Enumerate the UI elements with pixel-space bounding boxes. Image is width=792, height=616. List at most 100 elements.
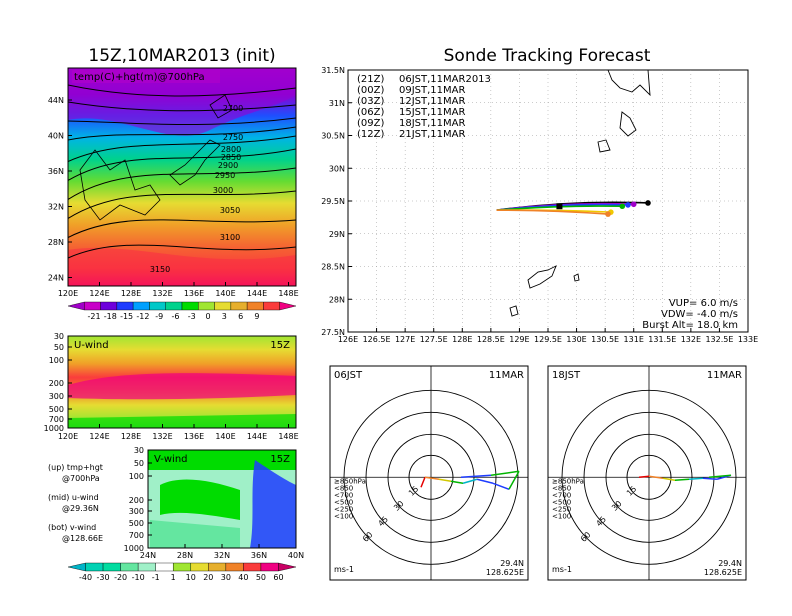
hodograph-trace	[492, 482, 510, 490]
track-lat-label: 28N	[329, 295, 345, 304]
uwind-time: 15Z	[270, 340, 290, 351]
map-lon-label: 132E	[152, 289, 172, 298]
track-param: Burst Alt= 18.0 km	[642, 320, 738, 331]
uwind-pressure-label: 300	[49, 392, 64, 401]
wind-colorbar-swatch	[173, 562, 191, 572]
track-lat-label: 31N	[329, 99, 345, 108]
wind-colorbar-swatch	[278, 562, 297, 572]
wind-colorbar-swatch	[260, 562, 279, 572]
wind-colorbar-swatch	[67, 562, 86, 572]
wind-colorbar-swatch	[85, 562, 104, 572]
legend-line: (bot) v-wind	[48, 523, 96, 532]
hodograph-level-label: <100	[552, 512, 571, 520]
track-legend-tag: (00Z)	[357, 85, 384, 96]
wind-colorbar-label: -30	[97, 573, 110, 582]
legend-line: @700hPa	[62, 474, 100, 483]
hodograph-lat: 29.4N	[500, 559, 524, 568]
track-lon-label: 130.5E	[591, 335, 619, 344]
uwind-lon-label: 120E	[58, 432, 78, 441]
wind-colorbar-label: 30	[221, 573, 231, 582]
wind-colorbar-label: 50	[256, 573, 266, 582]
hodograph-unit: ms-1	[552, 565, 572, 574]
hodograph-trace	[688, 477, 704, 481]
uwind-pressure-label: 200	[49, 379, 64, 388]
height-contour	[68, 148, 296, 181]
map-lon-label: 144E	[247, 289, 267, 298]
sonde-landing-point	[619, 203, 626, 210]
track-title: Sonde Tracking Forecast	[444, 46, 651, 66]
sonde-landing-point	[625, 202, 631, 208]
vwind-lat-label: 24N	[140, 551, 156, 560]
map-lon-ticks: 120E 124E 128E 132E 136E 140E 144E 148E	[58, 282, 299, 298]
vwind-lat-ticks: 24N 28N 32N 36N 40N	[140, 544, 304, 560]
vwind-pressure-label: 30	[134, 446, 144, 455]
track-lat-label: 29.5N	[321, 197, 345, 206]
temp-colorbar-label: -6	[171, 312, 179, 321]
wind-colorbar-swatch	[102, 562, 121, 572]
vwind-panel: V-wind 15Z 30 50 100 200 300 500 700 1000 24N 28…	[124, 446, 304, 560]
track-lon-label: 130E	[566, 335, 586, 344]
temp-colorbar-swatch	[149, 301, 166, 311]
vwind-label: V-wind	[154, 454, 188, 465]
temp-colorbar-label: -3	[188, 312, 196, 321]
temp-colorbar-swatch	[198, 301, 215, 311]
temp-colorbar-swatch	[263, 301, 280, 311]
vwind-pressure-label: 300	[129, 507, 144, 516]
hodograph-trace	[708, 474, 732, 479]
wind-colorbar-label: 10	[186, 573, 196, 582]
uwind-pressure-label: 30	[54, 332, 64, 341]
contour-label: 3150	[150, 265, 170, 274]
hodograph-trace	[702, 477, 718, 481]
temp-colorbar-swatch	[165, 301, 183, 311]
track-lon-label: 133E	[738, 335, 758, 344]
hodograph-level-label: <250	[552, 505, 571, 513]
hodograph-trace	[462, 478, 478, 485]
wind-colorbar-swatch	[137, 562, 156, 572]
wind-colorbar-label: 20	[203, 573, 213, 582]
hodograph-level-label: <850	[334, 484, 353, 492]
temp-colorbar-label: -15	[120, 312, 133, 321]
track-lon-label: 127.5E	[420, 335, 448, 344]
uwind-pressure-label: 1000	[44, 424, 64, 433]
contour-label: 3000	[213, 186, 233, 195]
track-legend-text: 18JST,11MAR	[399, 118, 466, 129]
track-lat-label: 28.5N	[321, 263, 345, 272]
track-legend: (21Z) 06JST,11MAR2013 (00Z) 09JST,11MAR (03Z…	[357, 74, 491, 140]
track-lat-label: 27.5N	[321, 328, 345, 337]
map-label: temp(C)+hgt(m)@700hPa	[74, 72, 205, 83]
temp-colorbar-label: 3	[222, 312, 227, 321]
uwind-pressure-label: 700	[49, 415, 64, 424]
hodograph-level-label: <700	[552, 491, 571, 499]
track-legend-tag: (03Z)	[357, 96, 384, 107]
hodograph-level-label: <500	[334, 498, 353, 506]
hodograph-trace	[424, 476, 440, 481]
vwind-lat-label: 32N	[214, 551, 230, 560]
temp-colorbar-label: 0	[206, 312, 211, 321]
hodograph-trace	[508, 470, 520, 490]
track-legend-tag: (12Z)	[357, 129, 384, 140]
track-lon-label: 126.5E	[363, 335, 391, 344]
sonde-landing-point	[630, 201, 637, 208]
wind-colorbar-label: -1	[152, 573, 160, 582]
contour-label: 2700	[223, 104, 243, 113]
sonde-landing-point	[645, 200, 651, 206]
vwind-pressure-label: 100	[129, 472, 144, 481]
contour-label: 2850	[221, 153, 241, 162]
temp-colorbar-swatch	[246, 301, 264, 311]
wind-colorbar-label: 60	[273, 573, 283, 582]
track-lon-label: 126E	[338, 335, 358, 344]
uwind-lon-label: 148E	[278, 432, 298, 441]
track-legend-text: 12JST,11MAR	[399, 96, 466, 107]
track-lat-label: 31.5N	[321, 66, 345, 75]
track-param: VUP= 6.0 m/s	[669, 298, 738, 309]
wind-colorbar-swatch	[190, 562, 209, 572]
vwind-lat-label: 40N	[288, 551, 304, 560]
uwind-pressure-label: 50	[54, 343, 64, 352]
track-grid	[348, 70, 748, 332]
height-contour	[68, 190, 296, 219]
